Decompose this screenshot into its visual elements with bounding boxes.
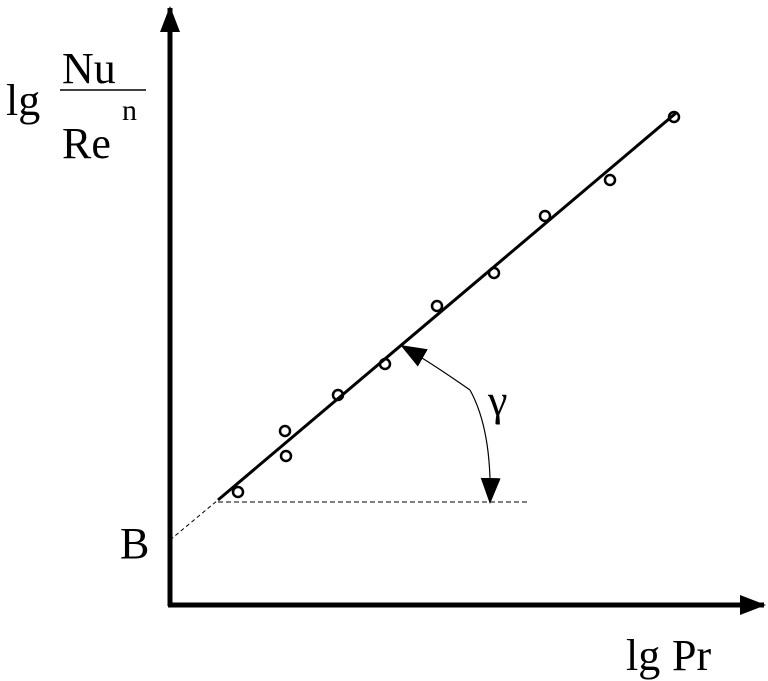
intercept-label: B xyxy=(120,519,149,568)
fit-line xyxy=(217,111,677,502)
angle-arrow xyxy=(400,345,471,391)
point xyxy=(279,449,293,463)
point xyxy=(331,388,345,402)
x-label-prefix: lg xyxy=(626,631,660,680)
y-label-denominator: Re xyxy=(62,119,111,168)
point xyxy=(603,173,617,187)
point xyxy=(231,485,245,499)
point xyxy=(378,357,392,371)
point xyxy=(667,110,681,124)
angle-arrow xyxy=(469,389,501,504)
angle-label: γ xyxy=(487,376,507,425)
x-label-variable: Pr xyxy=(672,631,711,680)
y-label-exponent: n xyxy=(122,94,137,127)
data-points xyxy=(231,110,681,499)
point xyxy=(430,299,444,313)
y-label-prefix: lg xyxy=(6,76,40,125)
y-label-numerator: Nu xyxy=(62,44,116,93)
point xyxy=(278,424,292,438)
point xyxy=(487,266,501,280)
point xyxy=(538,209,552,223)
extrapolation-line xyxy=(169,499,219,541)
